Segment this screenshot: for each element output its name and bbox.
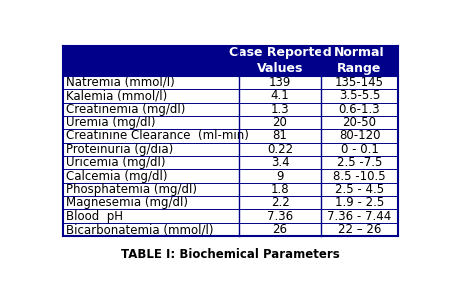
Text: 20-50: 20-50	[342, 116, 377, 129]
Text: 26: 26	[273, 223, 288, 236]
Text: 135-145: 135-145	[335, 76, 384, 89]
Text: Creatinine Clearance  (ml-min): Creatinine Clearance (ml-min)	[66, 130, 249, 143]
Bar	[63, 129, 398, 143]
Text: 3.4: 3.4	[271, 156, 289, 169]
Bar	[63, 210, 398, 223]
Text: 20: 20	[273, 116, 288, 129]
Bar	[63, 169, 398, 183]
Text: TABLE I: Biochemical Parameters: TABLE I: Biochemical Parameters	[121, 248, 340, 261]
Text: 2.5 -7.5: 2.5 -7.5	[337, 156, 382, 169]
Text: Kalemia (mmol/l): Kalemia (mmol/l)	[66, 89, 167, 102]
Text: 1.3: 1.3	[271, 103, 289, 116]
Text: 4.1: 4.1	[270, 89, 289, 102]
Bar	[63, 102, 398, 116]
Text: Uremia (mg/dl): Uremia (mg/dl)	[66, 116, 156, 129]
Text: 3.5-5.5: 3.5-5.5	[339, 89, 380, 102]
Text: Case Reported
Values: Case Reported Values	[229, 46, 331, 75]
Text: 0.22: 0.22	[267, 143, 293, 156]
Bar	[63, 223, 398, 236]
Text: 80-120: 80-120	[339, 130, 380, 143]
Text: 9: 9	[276, 169, 284, 182]
Text: Phosphatemia (mg/dl): Phosphatemia (mg/dl)	[66, 183, 197, 196]
Text: Natremia (mmol/l): Natremia (mmol/l)	[66, 76, 175, 89]
Text: 2.5 - 4.5: 2.5 - 4.5	[335, 183, 384, 196]
Text: Magnesemia (mg/dl): Magnesemia (mg/dl)	[66, 196, 188, 209]
Bar	[63, 156, 398, 169]
Bar	[63, 116, 398, 129]
Text: 81: 81	[273, 130, 288, 143]
Text: 8.5 -10.5: 8.5 -10.5	[333, 169, 386, 182]
Text: Blood  pH: Blood pH	[66, 210, 123, 223]
Text: Creatinemia (mg/dl): Creatinemia (mg/dl)	[66, 103, 185, 116]
Text: 0 - 0.1: 0 - 0.1	[341, 143, 378, 156]
Text: Bicarbonatemia (mmol/l): Bicarbonatemia (mmol/l)	[66, 223, 213, 236]
Bar	[63, 46, 398, 76]
Text: 7.36 - 7.44: 7.36 - 7.44	[328, 210, 392, 223]
Text: 2.2: 2.2	[270, 196, 289, 209]
Text: Calcemia (mg/dl): Calcemia (mg/dl)	[66, 169, 167, 182]
Bar	[63, 196, 398, 210]
Text: 0.6-1.3: 0.6-1.3	[339, 103, 380, 116]
Bar	[63, 183, 398, 196]
Text: 139: 139	[269, 76, 291, 89]
Text: 22 – 26: 22 – 26	[338, 223, 381, 236]
Bar	[63, 76, 398, 89]
Text: Proteinuria (g/dia): Proteinuria (g/dia)	[66, 143, 173, 156]
Text: 7.36: 7.36	[267, 210, 293, 223]
Text: 1.9 - 2.5: 1.9 - 2.5	[335, 196, 384, 209]
Bar	[63, 89, 398, 102]
Text: 1.8: 1.8	[271, 183, 289, 196]
Text: Normal
Range: Normal Range	[334, 46, 385, 75]
Bar	[63, 143, 398, 156]
Text: Uricemia (mg/dl): Uricemia (mg/dl)	[66, 156, 166, 169]
